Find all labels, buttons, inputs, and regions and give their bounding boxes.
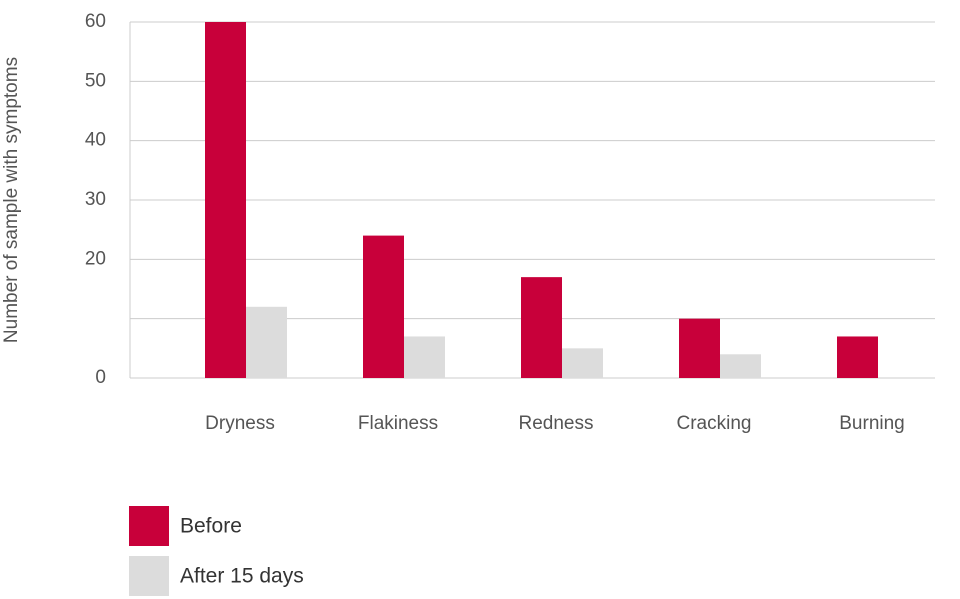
bar: [679, 318, 720, 378]
bar: [521, 277, 562, 378]
bar: [562, 348, 603, 378]
y-tick-label: 20: [85, 248, 106, 269]
bar: [246, 306, 287, 378]
legend-swatch: [129, 506, 169, 546]
bar: [404, 336, 445, 378]
y-tick-label: 50: [85, 70, 106, 91]
legend-label: After 15 days: [180, 565, 304, 588]
bar: [837, 336, 878, 378]
legend-label: Before: [180, 515, 242, 538]
y-tick-label: 30: [85, 189, 106, 210]
x-tick-label: Cracking: [677, 413, 752, 434]
y-tick-label: 0: [95, 367, 106, 388]
y-tick-label: 60: [85, 11, 106, 32]
bar: [205, 22, 246, 378]
x-tick-label: Burning: [839, 413, 905, 434]
bar: [720, 354, 761, 378]
x-tick-label: Dryness: [205, 413, 275, 434]
legend-swatch: [129, 556, 169, 596]
x-tick-label: Redness: [519, 413, 594, 434]
x-tick-label: Flakiness: [358, 413, 438, 434]
y-axis-title: Number of sample with symptoms: [1, 57, 22, 343]
y-tick-label: 40: [85, 130, 106, 151]
bar: [363, 235, 404, 378]
